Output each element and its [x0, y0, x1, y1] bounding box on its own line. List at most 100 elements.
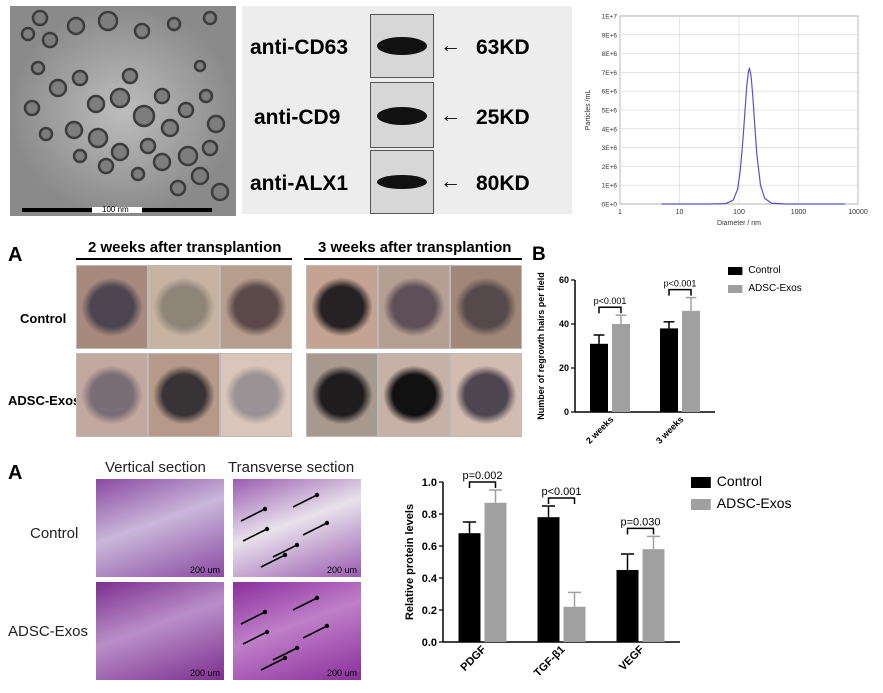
bar [682, 310, 700, 412]
y-tick-label: 0.4 [422, 573, 438, 585]
arrow-icon [292, 597, 318, 611]
y-tick-label: 2E+6 [602, 164, 618, 171]
arrow-icon [242, 631, 268, 645]
arrow-head-icon [264, 526, 270, 532]
y-tick-label: 0.8 [422, 509, 437, 521]
significance-bracket [598, 306, 622, 314]
histo-scale-label: 200 um [189, 565, 220, 575]
histo-col-label: Transverse section [228, 459, 355, 476]
arrow-annotations [240, 595, 330, 671]
arrow-left-icon: ← [440, 170, 461, 193]
arrow-head-icon [294, 645, 300, 651]
p-value-label: p<0.001 [541, 486, 581, 498]
y-tick-label: 1E+7 [602, 14, 618, 21]
wb-band [377, 107, 427, 125]
histo-scale-label: 200 um [326, 565, 357, 575]
arrow-icon [260, 554, 286, 568]
significance-bracket [468, 481, 497, 488]
skin-photo [148, 265, 220, 349]
arrow-head-icon [324, 623, 330, 629]
y-tick-label: 0 [564, 407, 569, 417]
wb-band [377, 37, 427, 55]
y-tick-label: 40 [559, 319, 569, 329]
bar [563, 606, 586, 642]
histology-image: 200 um [233, 479, 361, 577]
tem-micrograph: 100 nm [10, 6, 236, 216]
skin-photo [378, 265, 450, 349]
x-axis-label: Diameter / nm [717, 220, 761, 227]
arrow-icon [302, 625, 328, 639]
photo-row-label: ADSC-Exos [8, 393, 81, 408]
legend-label: ADSC-Exos [748, 283, 801, 294]
y-tick-label: 7E+6 [602, 70, 618, 77]
x-tick-label: 100 [733, 209, 745, 216]
x-tick-label: VEGF [617, 643, 647, 673]
histo-row-label: ADSC-Exos [8, 623, 89, 640]
y-tick-label: 0.0 [422, 637, 437, 649]
skin-photo [378, 353, 450, 437]
x-tick-label: TGF-β1 [532, 644, 568, 680]
panel-letter: B [532, 244, 546, 265]
wb-band [377, 175, 427, 189]
y-tick-label: 0.6 [422, 541, 437, 553]
y-axis-label: Number of regrowth hairs per field [536, 272, 546, 420]
y-tick-label: 3E+6 [602, 145, 618, 152]
histo-row-label: Control [30, 525, 79, 542]
panel-letter: A [8, 244, 23, 266]
photo-row-label: Control [20, 311, 67, 326]
y-tick-label: 1.0 [422, 477, 437, 489]
y-tick-label: 8E+6 [602, 51, 618, 58]
p-value-label: p=0.030 [620, 516, 660, 528]
arrow-head-icon [324, 520, 330, 526]
hair-regrowth-chart: B 0 20 40 60 p<0.001 2 weeks p<0.001 3 weeks Numb… [532, 244, 802, 445]
y-tick-label: 60 [559, 275, 569, 285]
y-axis-label: Relative protein levels [404, 504, 416, 620]
arrow-head-icon [314, 492, 320, 498]
arrow-head-icon [262, 506, 268, 512]
legend-swatch [691, 499, 711, 510]
histo-col-label: Vertical section [105, 459, 206, 476]
y-tick-label: 9E+6 [602, 32, 618, 39]
wb-antibody-label: anti-ALX1 [250, 172, 349, 195]
p-value-label: p<0.001 [594, 296, 627, 306]
tem-particles [10, 6, 236, 216]
wb-size-label: 63KD [476, 36, 530, 59]
p-value-label: p<0.001 [664, 279, 697, 289]
skin-photo [76, 265, 148, 349]
header-underline [76, 258, 292, 260]
skin-photo [450, 265, 522, 349]
bar [660, 328, 678, 412]
significance-bracket [626, 527, 655, 535]
western-blot-panel: anti-CD63 anti-CD9 anti-ALX1 ← ← ← 63KD … [242, 6, 572, 214]
bar [612, 324, 630, 412]
legend-swatch [728, 285, 743, 293]
histo-scale-label: 200 um [326, 668, 357, 678]
histology-image: 200 um [96, 479, 224, 577]
x-tick-label: 2 weeks [584, 414, 615, 445]
arrow-icon [292, 494, 318, 508]
bar [484, 502, 507, 642]
histo-scale-label: 200 um [189, 668, 220, 678]
x-tick-label: 1 [618, 209, 622, 216]
arrow-icon [272, 647, 298, 661]
arrow-head-icon [282, 552, 288, 558]
arrow-icon [240, 611, 266, 625]
wb-band-box [370, 82, 434, 148]
x-tick-label: 3 weeks [654, 414, 685, 445]
skin-photo [450, 353, 522, 437]
arrow-annotations [240, 492, 330, 568]
legend-swatch [728, 267, 743, 275]
wb-antibody-label: anti-CD63 [250, 36, 349, 59]
wb-size-label: 80KD [476, 172, 530, 195]
bar [537, 517, 560, 642]
bar [642, 549, 665, 642]
y-tick-label: 0.2 [422, 605, 437, 617]
bar [616, 570, 639, 642]
skin-photo [306, 265, 378, 349]
y-tick-label: 6E+6 [602, 89, 618, 96]
y-tick-label: 5E+6 [602, 108, 618, 115]
arrow-icon [272, 544, 298, 558]
nta-chart: 0E+0 1E+6 2E+6 3E+6 4E+6 5E+6 6E+6 7E+6 8E+6 9E+6… [585, 14, 868, 228]
arrow-head-icon [262, 609, 268, 615]
legend-label: ADSC-Exos [717, 495, 792, 511]
